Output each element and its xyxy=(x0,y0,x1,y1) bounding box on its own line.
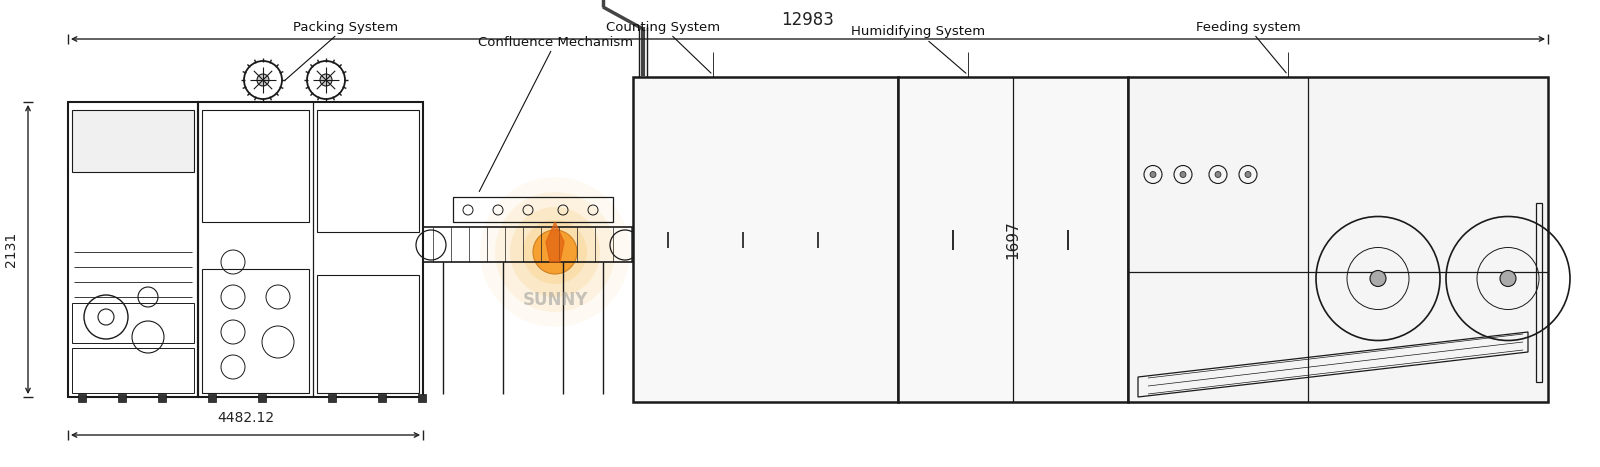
Text: Feeding system: Feeding system xyxy=(1195,21,1301,73)
Text: Humidifying System: Humidifying System xyxy=(851,26,986,73)
Circle shape xyxy=(510,207,600,297)
Bar xyxy=(72,348,194,393)
Bar xyxy=(208,394,216,402)
Circle shape xyxy=(1370,270,1386,286)
Circle shape xyxy=(258,74,269,86)
Bar xyxy=(198,102,422,397)
Bar xyxy=(317,110,419,232)
Circle shape xyxy=(494,192,614,312)
Bar xyxy=(202,110,309,222)
Bar xyxy=(328,394,336,402)
Text: 12983: 12983 xyxy=(781,11,835,29)
Text: 1697: 1697 xyxy=(1005,220,1021,259)
Text: 4482.12: 4482.12 xyxy=(218,411,274,425)
Bar xyxy=(898,77,1128,402)
Text: Packing System: Packing System xyxy=(285,21,398,80)
Text: SUNNY: SUNNY xyxy=(522,291,587,309)
Bar xyxy=(453,197,613,222)
Circle shape xyxy=(1150,171,1155,177)
Bar xyxy=(67,102,198,397)
Text: Counting System: Counting System xyxy=(606,21,720,73)
Circle shape xyxy=(320,74,333,86)
Polygon shape xyxy=(546,222,563,262)
Circle shape xyxy=(533,230,578,274)
Bar xyxy=(202,269,309,393)
Circle shape xyxy=(523,220,587,284)
Bar xyxy=(1128,77,1549,402)
Bar xyxy=(72,110,194,172)
Circle shape xyxy=(1501,270,1517,286)
Circle shape xyxy=(1181,171,1186,177)
Bar xyxy=(118,394,126,402)
Bar xyxy=(422,227,634,262)
Bar xyxy=(317,275,419,393)
Text: 2131: 2131 xyxy=(3,232,18,267)
Bar xyxy=(78,394,86,402)
Bar xyxy=(258,394,266,402)
Bar xyxy=(1536,203,1542,382)
Text: Confluence Mechanism: Confluence Mechanism xyxy=(478,35,634,191)
Bar xyxy=(418,394,426,402)
Circle shape xyxy=(1245,171,1251,177)
Bar xyxy=(72,303,194,343)
Circle shape xyxy=(480,177,630,327)
Bar xyxy=(378,394,386,402)
Bar xyxy=(634,77,898,402)
Circle shape xyxy=(1214,171,1221,177)
Bar xyxy=(158,394,166,402)
